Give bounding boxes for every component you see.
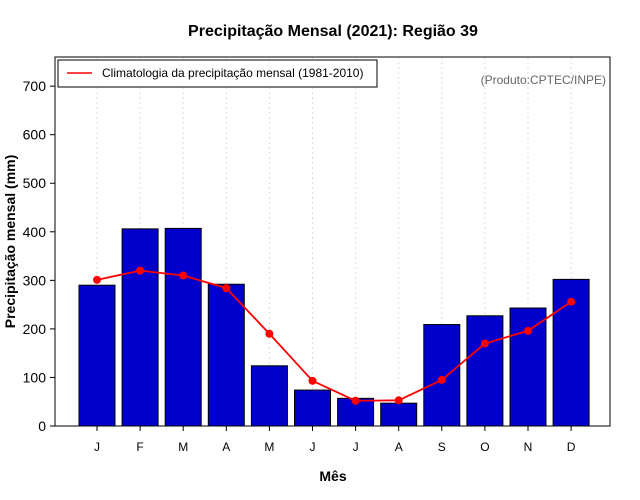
legend: Climatologia da precipitação mensal (198… [57,59,378,88]
x-tick-label: J [94,440,100,454]
legend-box [57,59,378,88]
bar-5 [294,389,331,427]
x-tick-label: F [136,440,143,454]
grid-lines [96,57,572,426]
bar-series [78,227,590,427]
climatology-point-4 [265,329,274,338]
bar-4 [250,365,288,427]
x-tick-label: A [222,440,230,454]
climatology-point-10 [524,326,532,335]
climatology-point-3 [222,284,231,293]
y-tick-label: 100 [23,369,47,385]
x-tick-label: J [353,440,359,454]
y-tick-label: 400 [23,224,47,240]
plot-frame [54,56,611,427]
y-tick-label: 700 [23,78,47,94]
x-tick-label: N [524,440,533,454]
climatology-line [96,269,572,402]
climatology-point-0 [93,275,101,284]
y-axis: 0 100 200 300 400 500 600 700 [23,78,55,434]
credit-text: (Produto:CPTEC/INPE) [481,73,606,87]
chart-title: Precipitação Mensal (2021): Região 39 [188,23,478,40]
x-tick-label: O [480,440,489,454]
bar-8 [423,324,461,427]
y-tick-label: 500 [23,175,47,191]
legend-label: Climatologia da precipitação mensal (198… [102,66,363,80]
climatology-point-2 [179,271,188,280]
climatology-point-6 [351,396,360,405]
bar-0 [78,284,116,427]
x-tick-label: S [438,440,446,454]
x-tick-label: D [567,440,576,454]
bar-7 [380,402,418,427]
x-tick-label: A [395,440,403,454]
bar-9 [466,315,504,427]
climatology-point-9 [480,339,489,348]
x-tick-label: J [310,440,316,454]
bar-2 [164,227,202,427]
climatology-point-1 [136,266,145,275]
y-tick-label: 200 [23,321,47,337]
climatology-point-5 [308,376,317,385]
climatology-point-8 [437,375,446,384]
climatology-series [93,266,576,405]
climatology-point-7 [394,396,403,405]
y-axis-label: Precipitação mensal (mm) [2,155,18,329]
climatology-point-11 [567,297,576,306]
x-axis-label: Mês [319,468,346,484]
y-tick-label: 600 [23,127,47,143]
y-tick-label: 0 [38,418,46,434]
x-tick-label: M [178,440,188,454]
bar-10 [509,307,547,427]
bar-3 [207,283,245,427]
x-tick-label: M [264,440,274,454]
y-tick-label: 300 [23,272,47,288]
bar-1 [121,228,159,427]
